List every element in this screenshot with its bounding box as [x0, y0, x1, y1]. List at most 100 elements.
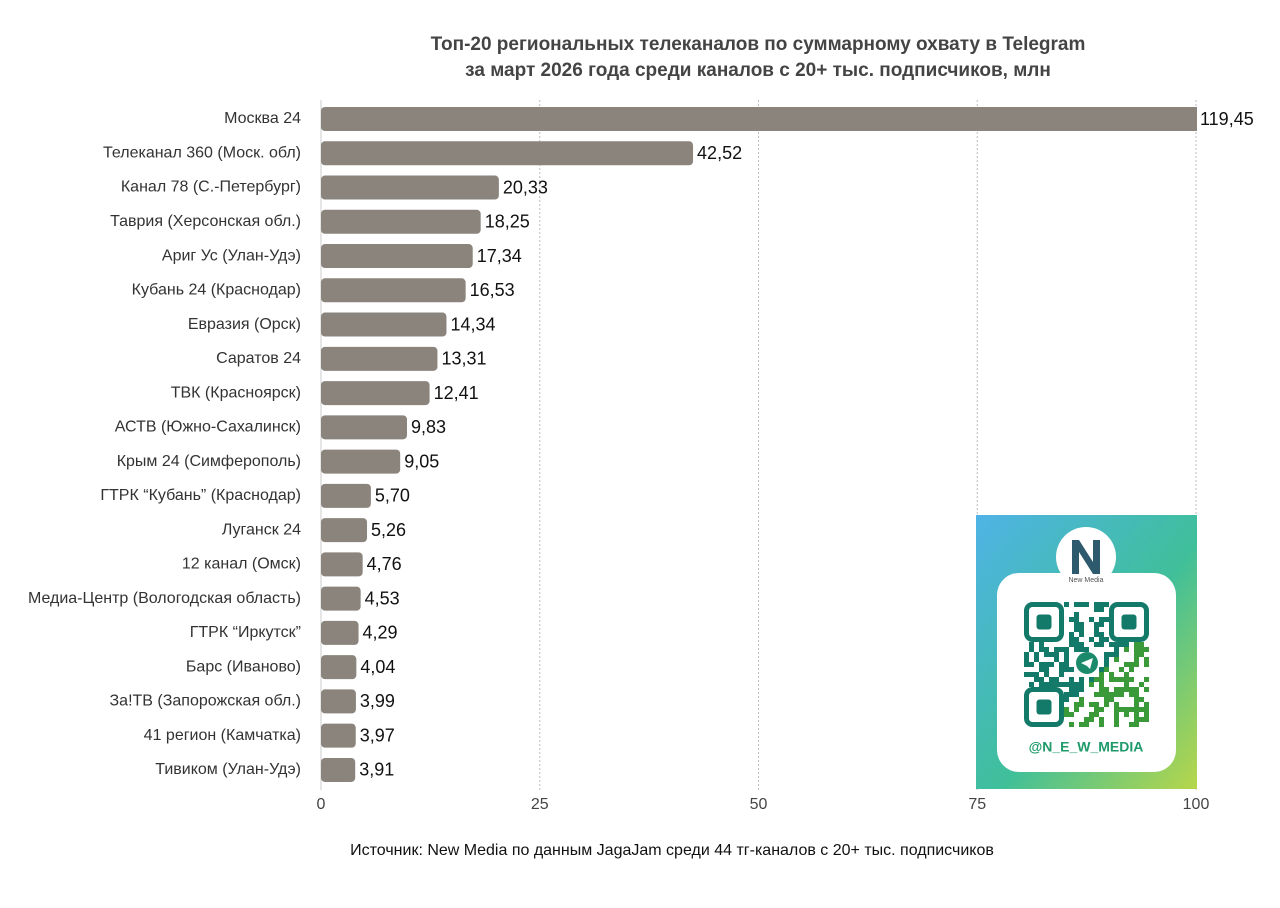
bar — [321, 552, 363, 577]
qr-cell — [1134, 697, 1139, 702]
qr-finder-core — [1121, 614, 1137, 630]
qr-cell — [1094, 712, 1099, 717]
bar — [321, 483, 371, 508]
qr-cell — [1109, 692, 1114, 697]
qr-cell — [1074, 637, 1079, 642]
qr-cell — [1094, 642, 1099, 647]
qr-cell — [1079, 682, 1084, 687]
qr-cell — [1094, 702, 1099, 707]
qr-cell — [1079, 642, 1084, 647]
qr-cell — [1094, 622, 1099, 627]
qr-cell — [1074, 602, 1079, 607]
qr-cell — [1039, 677, 1044, 682]
qr-cell — [1039, 682, 1044, 687]
qr-cell — [1099, 707, 1104, 712]
qr-cell — [1059, 682, 1064, 687]
qr-cell — [1064, 647, 1069, 652]
qr-finder — [1024, 687, 1064, 727]
qr-cell — [1124, 682, 1129, 687]
qr-cell — [1099, 602, 1104, 607]
qr-cell — [1079, 702, 1084, 707]
value-label: 14,34 — [450, 314, 495, 334]
qr-cell — [1144, 662, 1149, 667]
qr-finder — [1109, 602, 1149, 642]
qr-cell — [1124, 647, 1129, 652]
qr-cell — [1049, 662, 1054, 667]
qr-cell — [1064, 662, 1069, 667]
qr-cell — [1129, 707, 1134, 712]
qr-cell — [1144, 717, 1149, 722]
qr-cell — [1114, 712, 1119, 717]
qr-cell — [1109, 677, 1114, 682]
bar — [321, 244, 473, 269]
y-tick-label: За!ТВ (Запорожская обл.) — [110, 693, 301, 710]
qr-cell — [1059, 662, 1064, 667]
qr-cell — [1114, 717, 1119, 722]
qr-cell — [1094, 632, 1099, 637]
qr-cell — [1144, 647, 1149, 652]
qr-cell — [1029, 647, 1034, 652]
qr-cell — [1079, 632, 1084, 637]
value-label: 4,76 — [367, 554, 402, 574]
y-tick-label: 41 регион (Камчатка) — [144, 727, 301, 744]
value-label: 12,41 — [434, 383, 479, 403]
qr-cell — [1039, 667, 1044, 672]
qr-cell — [1064, 712, 1069, 717]
value-label: 13,31 — [441, 349, 486, 369]
qr-cell — [1044, 647, 1049, 652]
qr-cell — [1034, 677, 1039, 682]
qr-cell — [1029, 662, 1034, 667]
qr-cell — [1024, 652, 1029, 657]
value-label: 17,34 — [477, 246, 522, 266]
qr-cell — [1069, 632, 1074, 637]
y-tick-label: Таврия (Херсонская обл.) — [110, 213, 301, 230]
qr-cell — [1084, 647, 1089, 652]
logo-text: New Media — [1068, 577, 1103, 584]
qr-cell — [1134, 722, 1139, 727]
qr-cell — [1064, 682, 1069, 687]
qr-cell — [1069, 677, 1074, 682]
qr-cell — [1144, 687, 1149, 692]
qr-cell — [1104, 667, 1109, 672]
qr-cell — [1119, 687, 1124, 692]
qr-cell — [1139, 647, 1144, 652]
qr-cell — [1129, 692, 1134, 697]
qr-cell — [1094, 692, 1099, 697]
qr-cell — [1109, 652, 1114, 657]
bar — [321, 518, 368, 543]
qr-cell — [1099, 617, 1104, 622]
qr-cell — [1134, 692, 1139, 697]
value-label: 3,99 — [360, 691, 395, 711]
qr-cell — [1134, 717, 1139, 722]
qr-cell — [1054, 677, 1059, 682]
qr-cell — [1054, 682, 1059, 687]
x-tick-label: 75 — [968, 796, 986, 813]
qr-cell — [1074, 622, 1079, 627]
qr-cell — [1074, 612, 1079, 617]
value-label: 42,52 — [697, 143, 742, 163]
bar — [321, 141, 694, 166]
bar — [321, 620, 359, 645]
qr-cell — [1079, 687, 1084, 692]
qr-cell — [1109, 697, 1114, 702]
qr-cell — [1129, 677, 1134, 682]
qr-badge: New Media @N_E_W_MEDIA — [976, 515, 1197, 789]
qr-cell — [1024, 657, 1029, 662]
qr-cell — [1069, 637, 1074, 642]
qr-cell — [1024, 662, 1029, 667]
qr-cell — [1134, 657, 1139, 662]
qr-cell — [1104, 697, 1109, 702]
qr-cell — [1074, 642, 1079, 647]
qr-cell — [1134, 687, 1139, 692]
qr-cell — [1104, 687, 1109, 692]
qr-cell — [1119, 677, 1124, 682]
qr-cell — [1114, 687, 1119, 692]
qr-cell — [1104, 602, 1109, 607]
qr-cell — [1099, 687, 1104, 692]
qr-cell — [1044, 667, 1049, 672]
qr-cell — [1059, 647, 1064, 652]
qr-cell — [1114, 692, 1119, 697]
qr-cell — [1114, 677, 1119, 682]
value-label: 9,05 — [404, 451, 439, 471]
qr-cell — [1079, 627, 1084, 632]
